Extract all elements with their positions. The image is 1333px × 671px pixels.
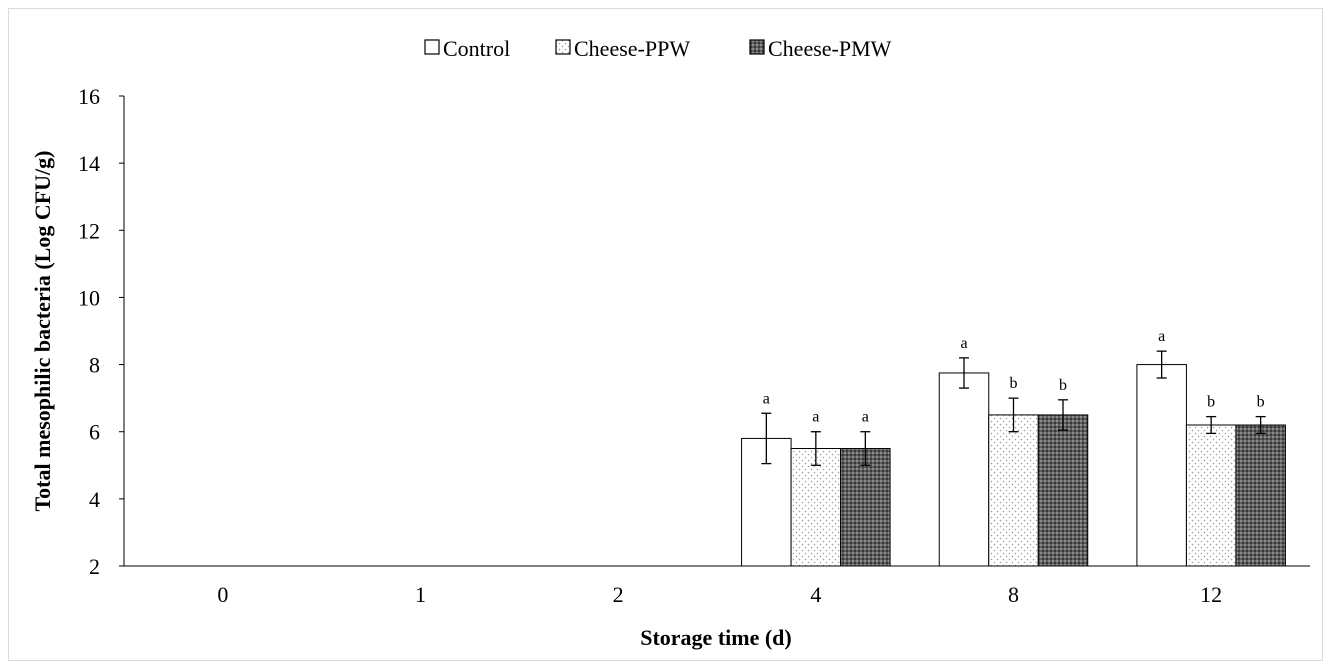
significance-letter: b — [1257, 394, 1265, 411]
legend-swatch-control — [424, 39, 440, 55]
legend: Control Cheese-PPW Cheese-PMW — [424, 36, 892, 61]
y-tick-labels: 2 4 6 8 10 12 14 16 — [78, 84, 124, 579]
x-tick-label: 0 — [217, 582, 228, 607]
legend-item-control: Control — [424, 36, 510, 61]
y-tick-label: 4 — [89, 487, 100, 512]
x-axis-title: Storage time (d) — [640, 625, 792, 650]
y-tick-label: 12 — [78, 218, 100, 243]
y-tick-label: 16 — [78, 84, 100, 109]
y-axis-title: Total mesophilic bacteria (Log CFU/g) — [30, 151, 55, 512]
significance-letter: a — [862, 409, 869, 426]
legend-item-cheese-pmw: Cheese-PMW — [749, 36, 892, 61]
bar-cheese-pmw — [840, 448, 891, 567]
legend-item-cheese-ppw: Cheese-PPW — [555, 36, 690, 61]
significance-letter: a — [763, 390, 770, 407]
x-tick-label: 12 — [1200, 582, 1222, 607]
legend-swatch-cheese-pmw — [749, 39, 765, 55]
significance-letter: a — [812, 409, 819, 426]
x-tick-label: 4 — [810, 582, 821, 607]
significance-letter: a — [960, 335, 967, 352]
bar-cheese-ppw — [1185, 424, 1237, 567]
x-tick-label: 1 — [415, 582, 426, 607]
y-tick-label: 14 — [78, 151, 100, 176]
bar-control — [1136, 364, 1187, 567]
y-tick-label: 6 — [89, 420, 100, 445]
bar-control — [938, 372, 990, 567]
bar-cheese-pmw — [1037, 414, 1089, 567]
legend-swatch-cheese-ppw — [555, 39, 571, 55]
y-tick-label: 10 — [78, 285, 100, 310]
x-tick-label: 2 — [613, 582, 624, 607]
chart-frame — [8, 8, 1323, 661]
legend-label-cheese-pmw: Cheese-PMW — [768, 36, 892, 61]
legend-label-control: Control — [443, 36, 510, 61]
y-tick-label: 8 — [89, 353, 100, 378]
legend-label-cheese-ppw: Cheese-PPW — [574, 36, 690, 61]
y-tick-label: 2 — [89, 554, 100, 579]
bars: a a a a b b a b b — [741, 328, 1286, 567]
significance-letter: b — [1010, 375, 1018, 392]
significance-letter: b — [1059, 377, 1067, 394]
bar-cheese-ppw — [988, 414, 1039, 567]
x-tick-label: 8 — [1008, 582, 1019, 607]
x-tick-labels: 0 1 2 4 8 12 — [217, 582, 1222, 607]
bar-cheese-pmw — [1235, 424, 1286, 567]
significance-letter: b — [1207, 394, 1215, 411]
bar-cheese-ppw — [790, 448, 842, 567]
significance-letter: a — [1158, 328, 1165, 345]
